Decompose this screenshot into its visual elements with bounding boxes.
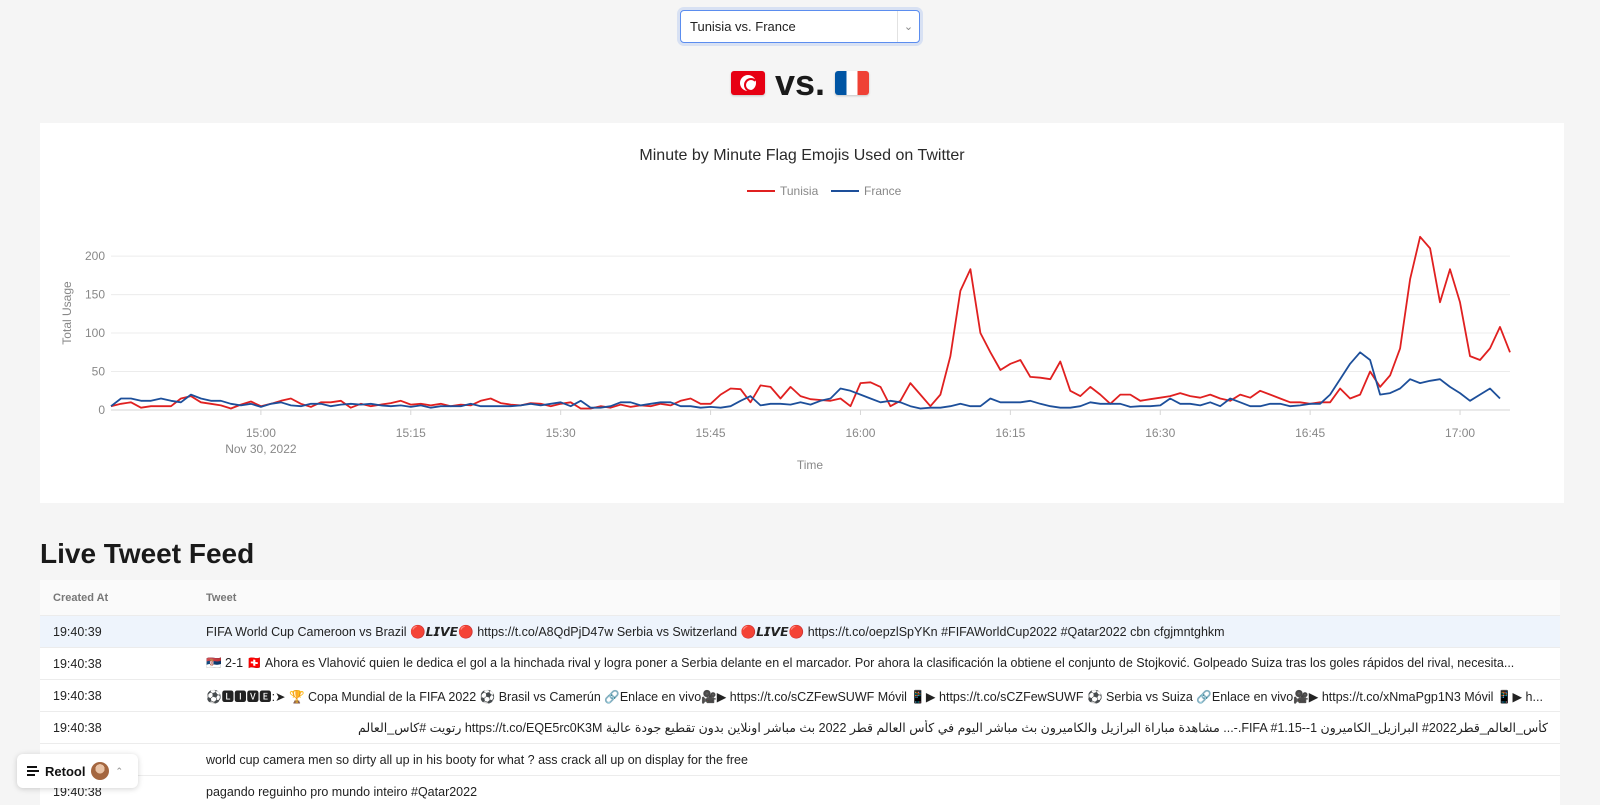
flag-usage-chart: 0 50 100 150 200 15:00 Nov 30, 2022 15:15 15:30 1… [60, 147, 1511, 472]
retool-label: Retool [45, 763, 86, 779]
cell-tweet: ⚽🅻🅸🆅🅴:➤ 🏆 Copa Mundial de la FIFA 2022 ⚽… [206, 690, 1543, 704]
cell-created-at: 19:40:38 [53, 720, 102, 735]
retool-logo-icon [27, 766, 39, 776]
cell-created-at: 19:40:38 [53, 688, 102, 703]
match-select[interactable]: Tunisia vs. France ⌄ [680, 10, 920, 43]
cell-created-at: 19:40:39 [53, 624, 102, 639]
table-row[interactable]: 19:40:39 FIFA World Cup Cameroon vs Braz… [40, 616, 1560, 648]
cell-tweet: world cup camera men so dirty all up in … [206, 752, 748, 767]
retool-badge[interactable]: Retool ⌃ [17, 754, 138, 788]
france-flag-icon [835, 71, 870, 95]
table-row[interactable]: 19:40:38 🇷🇸 2-1 🇨🇭 Ahora es Vlahović qui… [40, 648, 1560, 680]
avatar[interactable] [91, 762, 110, 780]
series-line-france [110, 351, 1501, 410]
series-line-tunisia [110, 235, 1511, 410]
y-axis-label: Total Usage [60, 281, 74, 345]
feed-title: Live Tweet Feed [40, 538, 255, 569]
cell-tweet: FIFA World Cup Cameroon vs Brazil 🔴𝙇𝙄𝙑𝙀🔴… [206, 624, 1225, 639]
table-row[interactable]: world cup camera men so dirty all up in … [40, 744, 1560, 776]
table-header: Created At Tweet [40, 580, 1560, 616]
table-row[interactable]: 19:40:38 ⚽🅻🅸🆅🅴:➤ 🏆 Copa Mundial de la FI… [40, 680, 1560, 712]
y-tick-label: 200 [85, 249, 105, 263]
cell-tweet: pagando reguinho pro mundo inteiro #Qata… [206, 784, 478, 799]
y-tick-label: 100 [85, 326, 105, 340]
legend-label-tunisia: Tunisia [780, 184, 819, 198]
y-tick-label: 150 [85, 288, 105, 302]
x-tick-label: 15:15 [396, 426, 426, 440]
tweet-table: Created At Tweet 19:40:39 FIFA World Cup… [40, 580, 1560, 805]
cell-tweet: كأس_العالم_قطر2022# البرازيل_الكاميرون F… [358, 721, 1548, 735]
column-header-tweet[interactable]: Tweet [206, 591, 237, 604]
x-tick-sublabel: Nov 30, 2022 [225, 442, 297, 456]
cell-created-at: 19:40:38 [53, 656, 102, 671]
x-tick-label: 15:45 [696, 426, 726, 440]
match-select-value[interactable]: Tunisia vs. France [690, 19, 796, 34]
x-tick-label: 16:00 [845, 426, 875, 440]
cell-tweet: 🇷🇸 2-1 🇨🇭 Ahora es Vlahović quien le ded… [206, 656, 1515, 670]
x-tick-label: 16:15 [995, 426, 1025, 440]
y-tick-label: 0 [98, 403, 105, 417]
chart-card: 0 50 100 150 200 15:00 Nov 30, 2022 15:15 15:30 1… [40, 123, 1564, 503]
chevron-up-icon[interactable]: ⌃ [115, 765, 123, 776]
x-tick-label: 15:30 [546, 426, 576, 440]
versus-label: vs. [774, 62, 826, 103]
table-row[interactable]: 19:40:38 pagando reguinho pro mundo inte… [40, 776, 1560, 805]
x-axis-label: Time [797, 458, 824, 472]
y-tick-label: 50 [92, 365, 106, 379]
legend-label-france: France [864, 184, 902, 198]
chevron-down-icon[interactable]: ⌄ [897, 11, 919, 42]
x-tick-label: 16:45 [1295, 426, 1325, 440]
chart-title: Minute by Minute Flag Emojis Used on Twi… [639, 147, 965, 164]
cell-created-at: 19:40:38 [53, 784, 102, 799]
x-tick-label: 17:00 [1445, 426, 1475, 440]
table-row[interactable]: 19:40:38 كأس_العالم_قطر2022# البرازيل_ال… [40, 712, 1560, 744]
tunisia-flag-icon [730, 71, 765, 95]
column-header-created-at[interactable]: Created At [53, 591, 109, 604]
x-tick-label: 16:30 [1145, 426, 1175, 440]
versus-header: vs. [0, 62, 1600, 104]
x-tick-label: 15:00 [246, 426, 276, 440]
